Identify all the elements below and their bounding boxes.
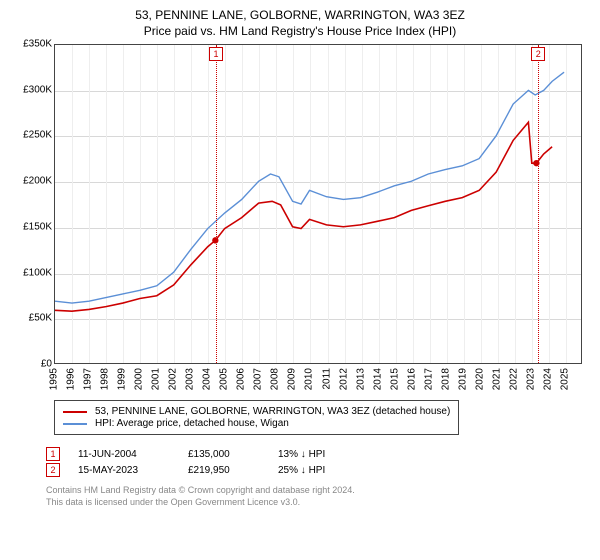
x-axis-labels: 1995199619971998199920002001200220032004…: [54, 366, 582, 394]
x-axis-label: 2025: [559, 368, 570, 390]
y-axis-label: £50K: [10, 313, 52, 324]
x-axis-label: 1997: [83, 368, 94, 390]
footer-attribution: Contains HM Land Registry data © Crown c…: [46, 485, 590, 508]
event-marker-box: 2: [531, 47, 545, 61]
x-axis-label: 2011: [321, 368, 332, 390]
y-axis-label: £200K: [10, 176, 52, 187]
y-axis-label: £350K: [10, 39, 52, 50]
event-marker-line: [538, 45, 539, 363]
legend-label: 53, PENNINE LANE, GOLBORNE, WARRINGTON, …: [95, 406, 450, 417]
sale-price: £219,950: [188, 465, 278, 476]
x-axis-label: 2001: [151, 368, 162, 390]
footer-line2: This data is licensed under the Open Gov…: [46, 497, 590, 509]
x-axis-label: 2022: [508, 368, 519, 390]
legend-row: 53, PENNINE LANE, GOLBORNE, WARRINGTON, …: [63, 406, 450, 417]
sale-index-box: 1: [46, 447, 60, 461]
x-axis-label: 2014: [372, 368, 383, 390]
x-axis-label: 2007: [253, 368, 264, 390]
x-axis-label: 2020: [474, 368, 485, 390]
x-axis-label: 2009: [287, 368, 298, 390]
sale-row: 2 15-MAY-2023£219,95025% ↓ HPI: [46, 463, 590, 477]
x-axis-label: 1996: [66, 368, 77, 390]
y-axis-label: £300K: [10, 84, 52, 95]
x-axis-label: 2003: [185, 368, 196, 390]
sales-table: 1 11-JUN-2004£135,00013% ↓ HPI 2 15-MAY-202…: [46, 445, 590, 479]
sale-price: £135,000: [188, 449, 278, 460]
y-axis-label: £0: [10, 359, 52, 370]
sale-date: 15-MAY-2023: [78, 465, 188, 476]
legend-label: HPI: Average price, detached house, Wiga…: [95, 418, 289, 429]
x-axis-label: 2024: [542, 368, 553, 390]
x-axis-label: 2021: [491, 368, 502, 390]
y-axis-label: £100K: [10, 267, 52, 278]
sale-date: 11-JUN-2004: [78, 449, 188, 460]
x-axis-label: 2018: [440, 368, 451, 390]
y-axis-label: £250K: [10, 130, 52, 141]
x-axis-label: 2002: [168, 368, 179, 390]
legend-swatch-icon: [63, 411, 87, 413]
x-axis-label: 2017: [423, 368, 434, 390]
legend-row: HPI: Average price, detached house, Wiga…: [63, 418, 450, 429]
event-marker-box: 1: [209, 47, 223, 61]
sale-delta: 13% ↓ HPI: [278, 449, 368, 460]
x-axis-label: 1998: [100, 368, 111, 390]
x-axis-label: 2015: [389, 368, 400, 390]
footer-line1: Contains HM Land Registry data © Crown c…: [46, 485, 590, 497]
x-axis-label: 2006: [236, 368, 247, 390]
x-axis-label: 2019: [457, 368, 468, 390]
titles: 53, PENNINE LANE, GOLBORNE, WARRINGTON, …: [10, 8, 590, 38]
sale-row: 1 11-JUN-2004£135,00013% ↓ HPI: [46, 447, 590, 461]
sale-delta: 25% ↓ HPI: [278, 465, 368, 476]
x-axis-label: 2008: [270, 368, 281, 390]
x-axis-label: 2000: [134, 368, 145, 390]
sale-index-box: 2: [46, 463, 60, 477]
legend-swatch-icon: [63, 423, 87, 425]
series-price-paid: [55, 122, 552, 311]
title-address: 53, PENNINE LANE, GOLBORNE, WARRINGTON, …: [10, 8, 590, 22]
plot-area: 12: [54, 44, 582, 364]
chart-lines-svg: [55, 45, 581, 363]
legend-box: 53, PENNINE LANE, GOLBORNE, WARRINGTON, …: [54, 400, 459, 435]
x-axis-label: 2005: [219, 368, 230, 390]
chart-container: 53, PENNINE LANE, GOLBORNE, WARRINGTON, …: [0, 0, 600, 560]
x-axis-label: 2004: [202, 368, 213, 390]
event-marker-line: [216, 45, 217, 363]
title-subtitle: Price paid vs. HM Land Registry's House …: [10, 24, 590, 38]
x-axis-label: 2012: [338, 368, 349, 390]
chart-area: 12 1995199619971998199920002001200220032…: [54, 44, 582, 394]
x-axis-label: 2016: [406, 368, 417, 390]
x-axis-label: 2023: [525, 368, 536, 390]
x-axis-label: 1999: [117, 368, 128, 390]
x-axis-label: 2010: [304, 368, 315, 390]
x-axis-label: 2013: [355, 368, 366, 390]
series-hpi: [55, 72, 564, 303]
y-axis-label: £150K: [10, 221, 52, 232]
x-axis-label: 1995: [49, 368, 60, 390]
